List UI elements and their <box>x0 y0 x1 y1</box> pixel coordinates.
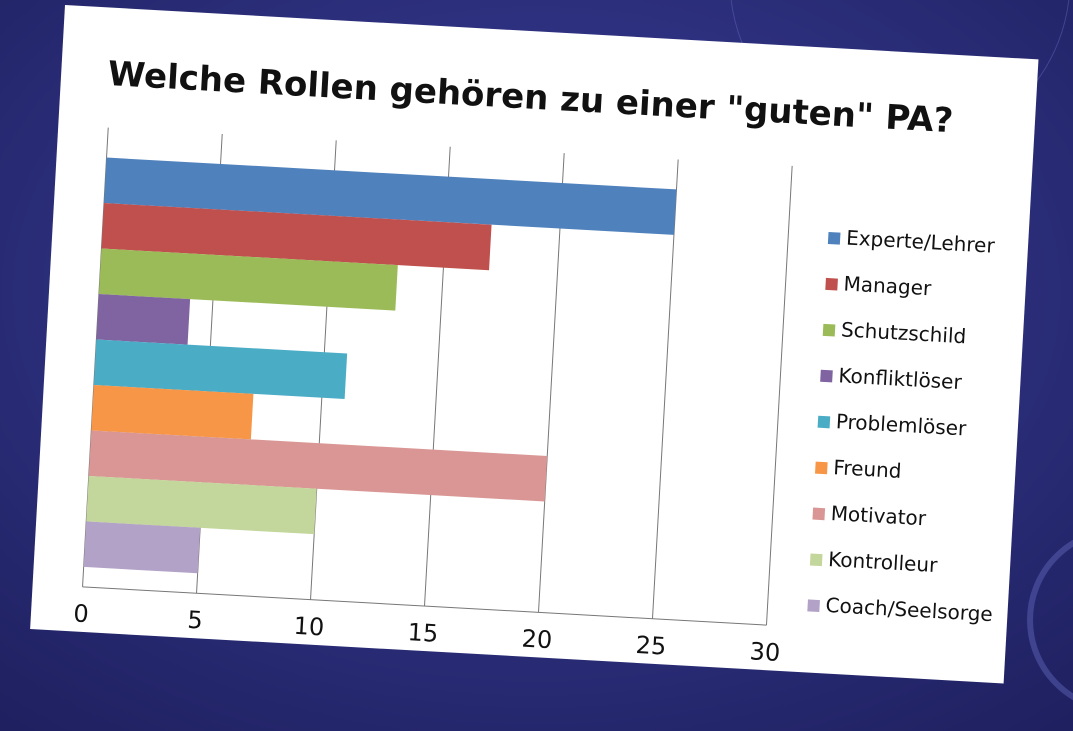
x-tick-label: 20 <box>521 625 553 655</box>
legend-label: Motivator <box>830 501 927 530</box>
bar <box>96 294 191 345</box>
bar <box>98 248 398 311</box>
bar <box>101 203 492 271</box>
legend-swatch <box>809 553 823 567</box>
grid-line <box>538 153 565 613</box>
legend-swatch <box>807 599 820 613</box>
bar <box>91 384 254 440</box>
grid-line <box>651 159 679 619</box>
bar <box>83 521 201 574</box>
legend-swatch <box>822 323 836 337</box>
x-tick-label: 10 <box>293 612 325 642</box>
x-tick-label: 15 <box>407 618 439 648</box>
legend-swatch <box>825 277 838 291</box>
x-tick-label: 30 <box>749 637 781 667</box>
bar <box>86 475 317 535</box>
x-axis <box>82 586 767 626</box>
bar <box>88 430 548 502</box>
legend-label: Freund <box>833 455 902 483</box>
legend-swatch <box>812 507 826 521</box>
x-tick-label: 25 <box>635 631 667 661</box>
grid-line <box>765 165 793 626</box>
legend-swatch <box>815 461 828 475</box>
chart-panel: Welche Rollen gehören zu einer "guten" P… <box>30 5 1039 684</box>
x-tick-label: 0 <box>73 599 90 628</box>
legend-swatch <box>817 415 831 429</box>
x-tick-label: 5 <box>187 606 204 635</box>
bar <box>93 339 348 400</box>
legend-label: Manager <box>843 271 933 300</box>
legend-swatch <box>820 369 833 383</box>
legend-swatch <box>827 231 841 245</box>
bar <box>104 157 677 235</box>
decoration <box>1027 539 1073 701</box>
